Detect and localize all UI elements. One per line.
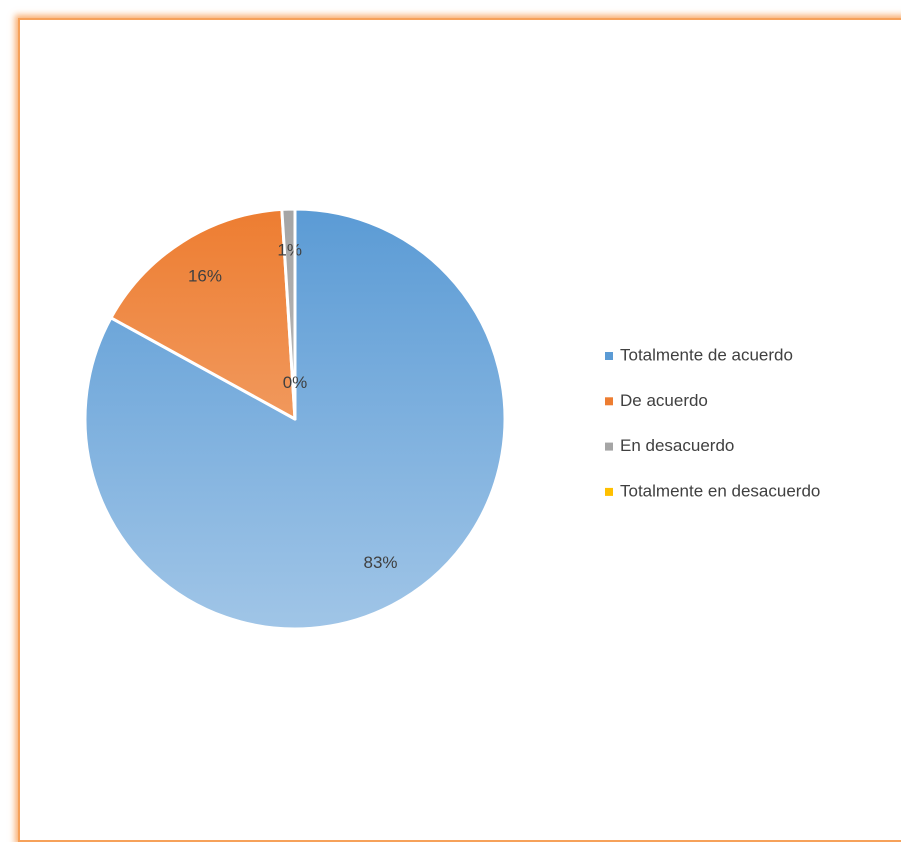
pie-slice <box>109 207 297 421</box>
chart: 83% 16% 1% 0% Totalmente de acuerdo De acuerd… <box>83 207 820 631</box>
legend-label: En desacuerdo <box>620 436 734 455</box>
legend-swatch <box>605 397 613 406</box>
page: 83% 16% 1% 0% Totalmente de acuerdo De acuerd… <box>18 18 901 842</box>
legend-swatch <box>605 352 613 360</box>
data-label: 0% <box>283 373 308 392</box>
legend-label: Totalmente en desacuerdo <box>620 481 820 500</box>
legend-swatch <box>605 487 613 496</box>
data-label: 83% <box>364 553 398 572</box>
data-label: 1% <box>277 241 302 260</box>
data-label: 16% <box>188 267 222 286</box>
legend-label: De acuerdo <box>620 391 708 410</box>
legend-label: Totalmente de acuerdo <box>620 345 793 364</box>
legend-swatch <box>605 442 613 451</box>
